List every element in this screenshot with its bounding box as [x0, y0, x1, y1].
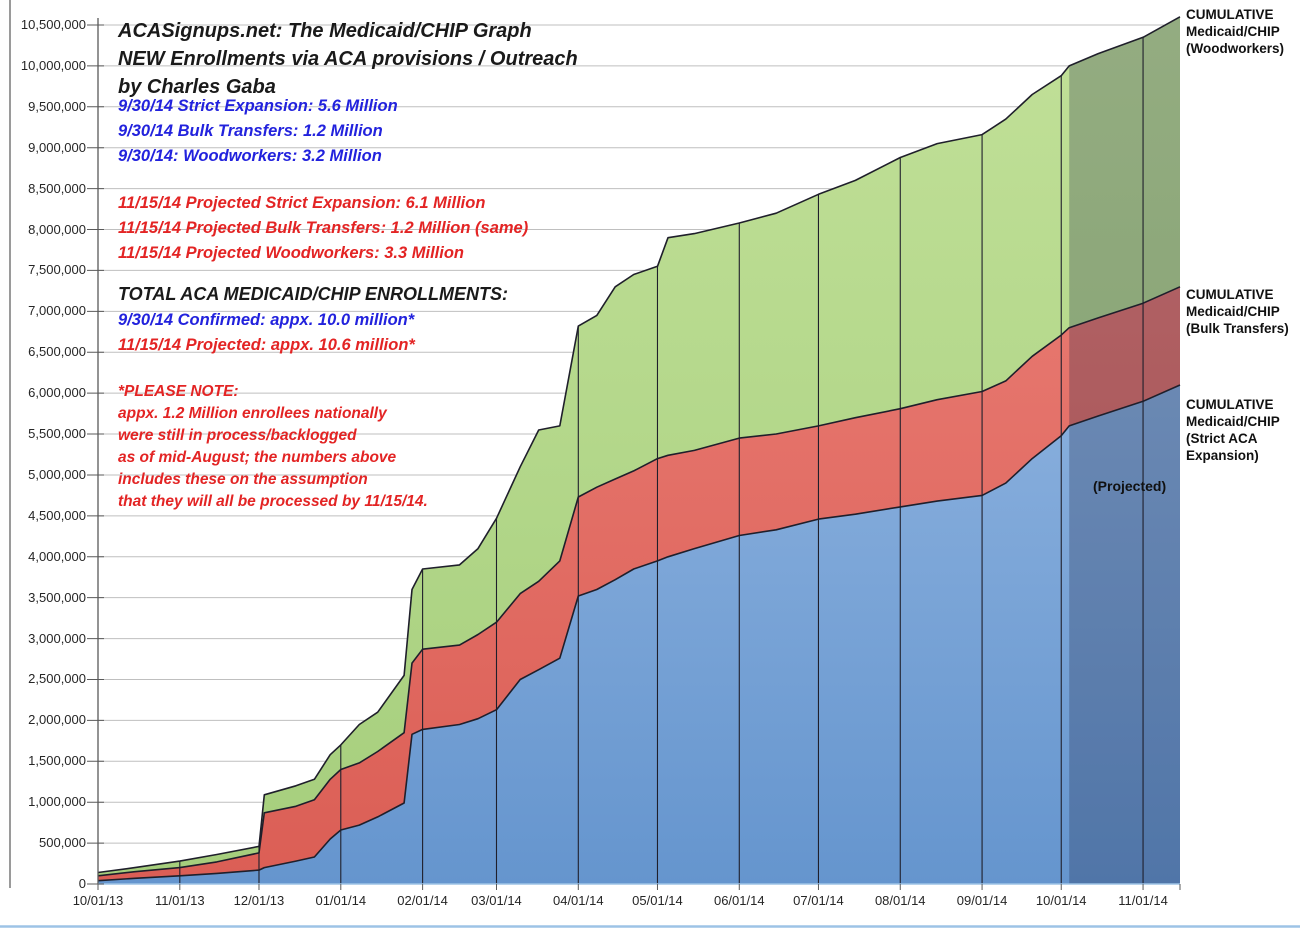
line-woodworkers: [97, 16, 1181, 874]
line-bulk-transfers: [97, 286, 1181, 877]
axis-tick-marks: [87, 24, 1181, 890]
area-woodworkers: [98, 16, 1180, 876]
line-strict-expansion: [97, 384, 1181, 882]
area-bulk-transfers: [98, 286, 1180, 881]
month-divider-lines: [179, 37, 1144, 884]
area-strict-expansion: [98, 385, 1180, 884]
projected-overlay: [1069, 16, 1180, 885]
